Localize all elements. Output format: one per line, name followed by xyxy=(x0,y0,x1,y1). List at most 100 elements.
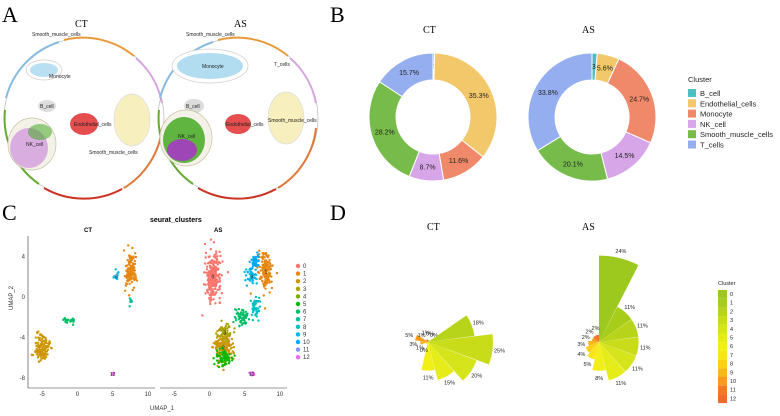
umap-point xyxy=(127,278,131,281)
donut-label: 8.7% xyxy=(420,165,436,172)
umap-point xyxy=(237,314,240,318)
umap-point xyxy=(128,305,131,308)
umap-point xyxy=(41,353,44,357)
umap-point xyxy=(270,280,273,283)
umap-point xyxy=(246,271,250,274)
as-bcell-cloud xyxy=(184,99,204,113)
umap-point xyxy=(268,272,272,275)
umap-point xyxy=(30,353,33,357)
umap-legend-dot xyxy=(295,271,301,276)
umap-point xyxy=(62,318,65,322)
umap-point xyxy=(71,323,75,326)
umap-point xyxy=(213,268,216,272)
umap-point xyxy=(208,281,211,284)
umap-point xyxy=(36,331,39,334)
panel-c-label: C xyxy=(2,200,17,225)
umap-point xyxy=(261,269,264,272)
donut-as-title: AS xyxy=(582,25,595,36)
umap-y-tick: -8 xyxy=(20,376,26,382)
rose-wedge-6 xyxy=(421,342,435,371)
rose-wedge-4 xyxy=(428,342,477,381)
umap-point xyxy=(129,270,133,273)
umap-point xyxy=(48,341,51,344)
rose-wedge-1 xyxy=(428,340,430,342)
as-endo-cloud xyxy=(225,114,251,134)
umap-x-tick: -5 xyxy=(171,392,177,398)
donut-legend-swatch xyxy=(688,109,696,118)
umap-point xyxy=(260,256,264,259)
rose-wedge-5 xyxy=(428,342,454,380)
umap-point xyxy=(226,329,229,333)
umap-point xyxy=(123,274,127,278)
umap-point xyxy=(225,322,228,326)
umap-point xyxy=(227,349,231,352)
umap-point xyxy=(133,269,136,272)
umap-cluster-label: 1 xyxy=(264,269,267,275)
donut-label: 14.5% xyxy=(615,153,635,160)
umap-point xyxy=(131,262,135,265)
umap-point xyxy=(266,255,270,259)
rose-label: 11% xyxy=(624,305,635,311)
umap-legend-item: 12 xyxy=(303,355,310,361)
rose-legend-item: 2 xyxy=(730,309,733,315)
umap-point xyxy=(220,292,224,295)
umap-point xyxy=(220,338,224,342)
umap-point xyxy=(259,277,262,280)
donut-label: 0.4% xyxy=(426,64,442,71)
rose-wedge-5 xyxy=(599,342,626,381)
umap-point xyxy=(257,296,261,299)
rose-legend-item: 3 xyxy=(730,318,733,324)
ct-tcell-cloud xyxy=(113,93,151,147)
umap-point xyxy=(261,271,265,275)
umap-legend-dot xyxy=(295,332,301,337)
umap-point xyxy=(214,271,217,275)
umap-point xyxy=(209,302,212,306)
umap-point xyxy=(46,348,50,351)
umap-point xyxy=(36,356,40,359)
umap-point xyxy=(210,275,213,278)
umap-point xyxy=(37,360,41,363)
umap-point xyxy=(218,351,221,354)
umap-point xyxy=(39,359,42,362)
umap-point xyxy=(230,359,234,362)
umap-point xyxy=(134,255,138,259)
ct-endo-cloud xyxy=(70,113,98,135)
rose-legend-item: 6 xyxy=(730,344,733,350)
umap-legend-item: 4 xyxy=(303,294,307,300)
donut-ct-title: CT xyxy=(423,25,436,36)
rose-legend-item: 5 xyxy=(730,336,733,342)
circos-ct-arc-tcell xyxy=(135,57,163,104)
umap-point xyxy=(223,326,227,330)
umap-point xyxy=(42,348,45,352)
umap-point xyxy=(223,335,226,338)
umap-point xyxy=(135,279,139,282)
donut-label: 20.1% xyxy=(563,161,583,168)
rose-wedge-6 xyxy=(592,342,606,371)
umap-point xyxy=(34,341,38,345)
umap-point xyxy=(201,314,204,317)
umap-ct: 12 9 xyxy=(30,244,139,378)
rose-label: 2% xyxy=(582,335,590,341)
umap-point xyxy=(263,256,266,259)
umap-point xyxy=(265,269,268,272)
umap-point xyxy=(129,266,132,269)
rose-legend-swatch xyxy=(718,298,727,308)
donut-label: 28.2% xyxy=(375,130,395,137)
rose-wedge-9 xyxy=(588,340,599,346)
umap-point xyxy=(66,318,70,322)
umap-point xyxy=(263,274,267,278)
circos-as-arc-endo xyxy=(277,127,317,189)
umap-point xyxy=(128,256,132,259)
umap-point xyxy=(266,275,269,278)
umap-point xyxy=(238,325,241,328)
umap-legend-dot xyxy=(295,347,301,352)
donut-label: 35.3% xyxy=(469,93,489,100)
umap-point xyxy=(206,288,209,292)
umap-point xyxy=(221,351,224,354)
umap-legend-dot xyxy=(295,324,301,329)
umap-point xyxy=(64,318,67,321)
umap-point xyxy=(224,347,228,350)
umap-point xyxy=(235,312,238,315)
